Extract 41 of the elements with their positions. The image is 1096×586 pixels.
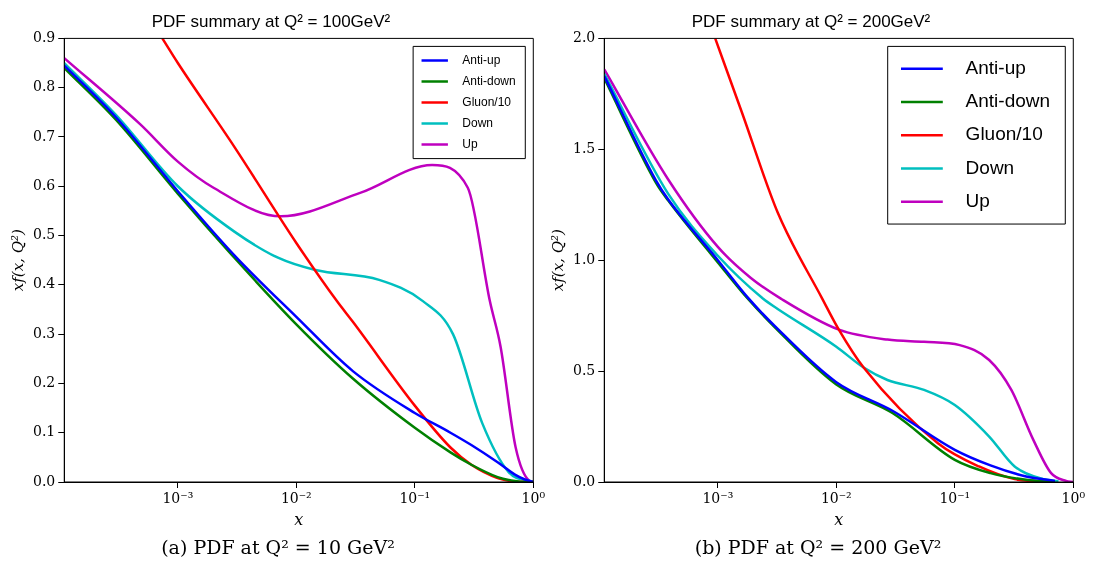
legend-label: Anti-down	[462, 73, 516, 88]
y-axis-title: xf(x, Q²)	[8, 229, 27, 292]
y-tick-label: 1.5	[573, 139, 596, 156]
y-tick-label: 0.7	[33, 127, 56, 144]
y-tick-label: 0.6	[33, 176, 56, 193]
y-tick-label: 0.5	[33, 226, 56, 243]
y-tick-label: 0.1	[33, 423, 56, 440]
x-tick-label: 10⁰	[521, 490, 546, 507]
legend-label: Down	[965, 156, 1015, 178]
x-axis-title: x	[834, 509, 844, 529]
y-tick-label: 0.4	[33, 275, 56, 292]
chart-title: PDF summary at Q² = 200GeV²	[691, 11, 931, 31]
legend-label: Down	[462, 115, 494, 130]
y-tick-label: 0.0	[33, 472, 56, 489]
x-axis-title: x	[294, 509, 304, 529]
x-tick-label: 10⁻¹	[939, 490, 971, 507]
y-tick-label: 0.9	[33, 29, 56, 46]
x-tick-label: 10⁻³	[162, 490, 194, 507]
legend-label: Up	[965, 189, 990, 211]
y-tick-label: 0.2	[33, 374, 56, 391]
y-tick-label: 2.0	[573, 29, 596, 46]
x-tick-label: 10⁰	[1061, 490, 1086, 507]
legend-label: Anti-down	[965, 90, 1051, 112]
y-axis-title: xf(x, Q²)	[548, 229, 567, 292]
y-tick-label: 1.0	[573, 250, 596, 267]
legend-label: Up	[462, 136, 478, 151]
legend-label: Anti-up	[965, 56, 1026, 78]
x-tick-label: 10⁻²	[280, 490, 312, 507]
y-tick-label: 0.0	[573, 472, 596, 489]
y-tick-label: 0.8	[33, 78, 56, 95]
legend-label: Gluon/10	[462, 94, 512, 109]
legend-label: Anti-up	[462, 52, 501, 67]
legend-label: Gluon/10	[965, 123, 1043, 145]
x-tick-label: 10⁻³	[702, 490, 734, 507]
x-tick-label: 10⁻¹	[399, 490, 431, 507]
chart-title: PDF summary at Q² = 100GeV²	[151, 11, 391, 31]
x-tick-label: 10⁻²	[820, 490, 852, 507]
y-tick-label: 0.3	[33, 324, 56, 341]
text: (b) PDF at Q² = 200 GeV²	[694, 536, 942, 558]
y-tick-label: 0.5	[573, 361, 596, 378]
text: (a) PDF at Q² = 10 GeV²	[161, 536, 395, 558]
